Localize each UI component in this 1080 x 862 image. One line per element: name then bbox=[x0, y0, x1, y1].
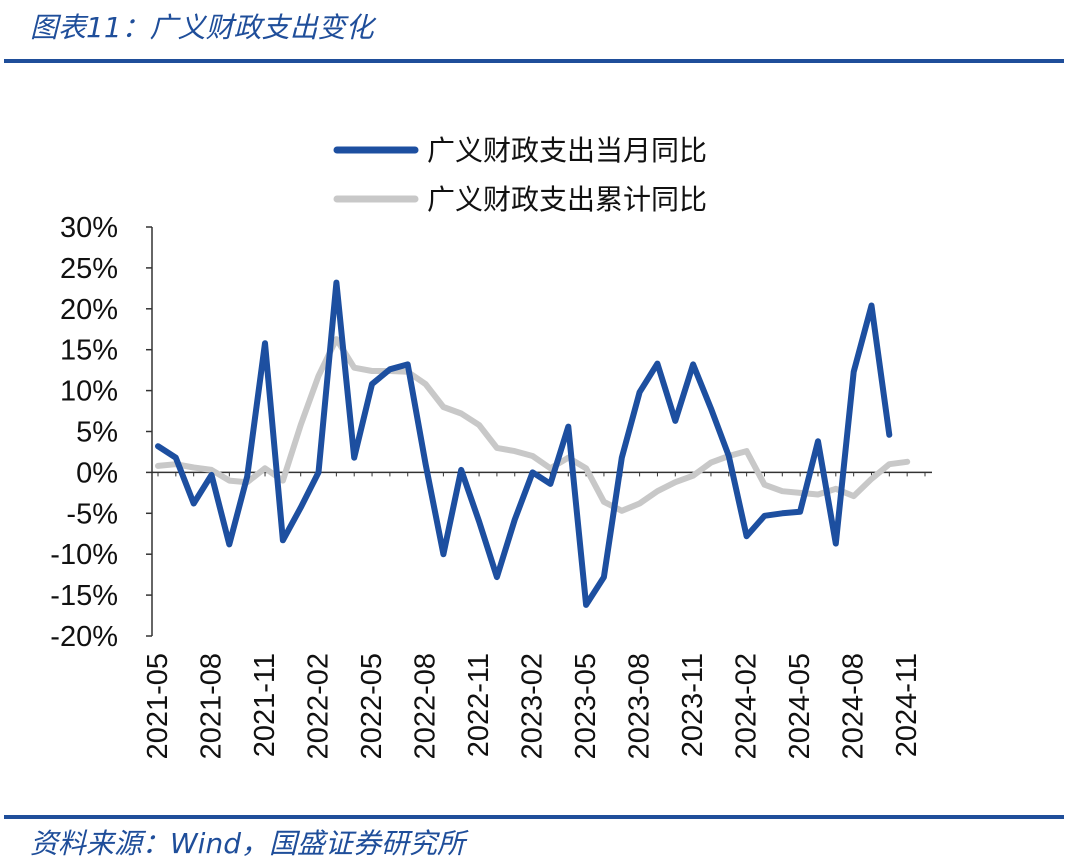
x-tick-label: 2023-08 bbox=[624, 653, 656, 759]
y-tick-label: 20% bbox=[60, 294, 118, 326]
source-note: 资料来源：Wind，国盛证券研究所 bbox=[30, 827, 465, 860]
x-tick-label: 2021-05 bbox=[142, 653, 174, 759]
y-tick-label: 25% bbox=[60, 253, 118, 285]
x-tick-label: 2024-02 bbox=[731, 653, 763, 759]
y-tick-label: 5% bbox=[76, 417, 118, 449]
y-tick-label: 0% bbox=[76, 457, 118, 489]
x-tick-label: 2024-08 bbox=[838, 653, 870, 759]
x-tick-label: 2022-08 bbox=[410, 653, 442, 759]
x-tick-label: 2023-02 bbox=[517, 653, 549, 759]
x-tick-label: 2023-05 bbox=[570, 653, 602, 759]
x-tick-label: 2022-05 bbox=[356, 653, 388, 759]
y-tick-label: -15% bbox=[50, 580, 118, 612]
x-tick-label: 2022-02 bbox=[303, 653, 335, 759]
x-tick-label: 2024-11 bbox=[891, 653, 923, 757]
y-tick-label: -5% bbox=[66, 498, 118, 530]
y-tick-label: 10% bbox=[60, 376, 118, 408]
x-tick-label: 2021-08 bbox=[196, 653, 228, 759]
chart-lines bbox=[155, 279, 911, 608]
y-tick-label: 30% bbox=[60, 212, 118, 244]
legend-label: 广义财政支出累计同比 bbox=[427, 183, 707, 216]
y-tick-label: 15% bbox=[60, 335, 118, 367]
series-line-monthly bbox=[155, 279, 893, 608]
y-tick-label: -20% bbox=[50, 621, 118, 653]
figure-title: 图表11：广义财政支出变化 bbox=[30, 11, 374, 44]
chart-axes: 30% 25% 20% 15% 10% 5% 0% -5% -10% -15% -20% 2021-0… bbox=[50, 212, 932, 759]
series-line-cumulative bbox=[155, 336, 911, 514]
x-tick-label: 2021-11 bbox=[249, 653, 281, 757]
top-divider bbox=[4, 59, 1064, 63]
y-tick-label: -10% bbox=[50, 539, 118, 571]
bottom-divider bbox=[4, 815, 1064, 819]
x-tick-label: 2024-05 bbox=[784, 653, 816, 759]
legend-label: 广义财政支出当月同比 bbox=[427, 134, 707, 167]
x-tick-label: 2022-11 bbox=[463, 653, 495, 757]
x-tick-label: 2023-11 bbox=[677, 653, 709, 757]
